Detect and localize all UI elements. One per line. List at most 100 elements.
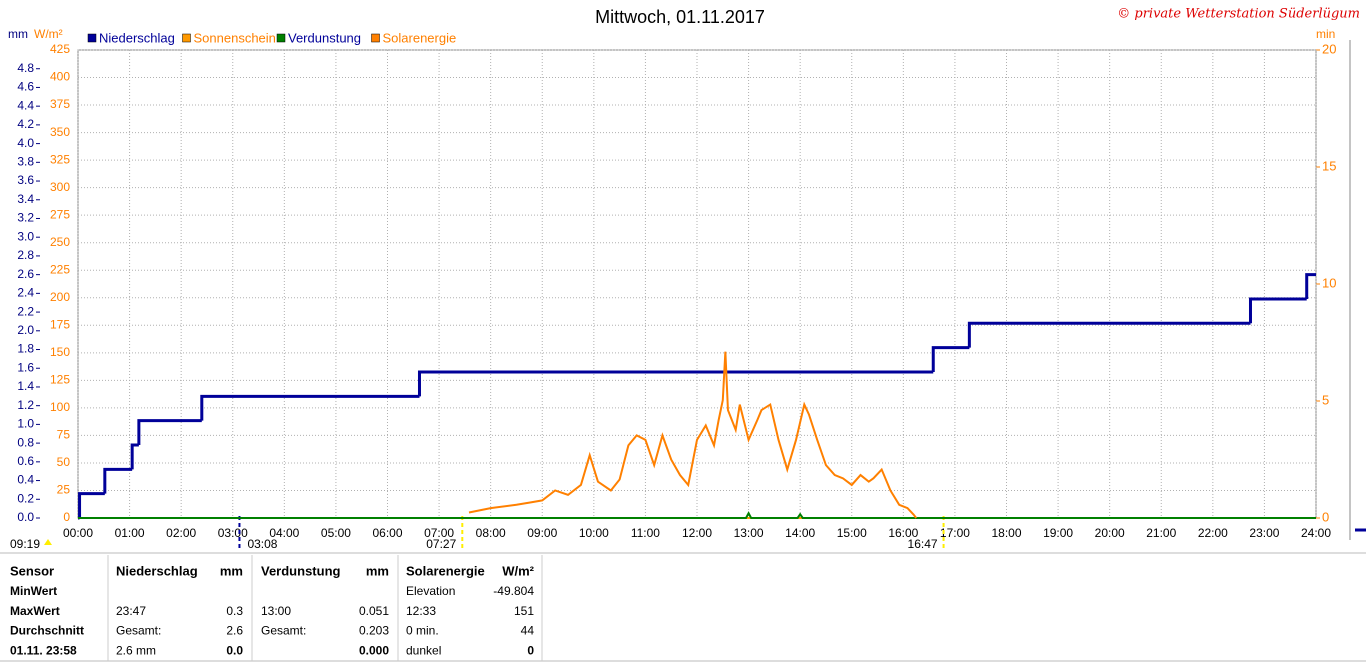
y3-axis-label: min [1316, 27, 1335, 41]
step-segment [137, 419, 202, 445]
x-tick-label: 03:00 [218, 526, 248, 540]
table-cell: MaxWert [10, 604, 60, 618]
legend-swatch [182, 33, 191, 43]
legend-label: Niederschlag [99, 30, 175, 45]
x-tick-label: 20:00 [1095, 526, 1125, 540]
y2-tick-label: 50 [57, 455, 71, 469]
x-tick-label: 16:00 [888, 526, 918, 540]
y3-tick-label: 0 [1322, 509, 1329, 524]
x-tick-label: 19:00 [1043, 526, 1073, 540]
y-tick-label: 4.6 [17, 80, 34, 94]
y-tick-label: 4.0 [17, 136, 34, 150]
marker-label: 16:47 [908, 537, 938, 551]
step-segment [103, 467, 133, 494]
y-tick-label: 4.2 [17, 117, 34, 131]
x-tick-label: 08:00 [476, 526, 506, 540]
x-tick-label: 11:00 [631, 526, 660, 540]
y2-tick-label: 250 [50, 235, 70, 249]
table-cell: 151 [514, 604, 534, 618]
table-cell: Elevation [406, 584, 455, 598]
table-cell: 0.051 [359, 604, 389, 618]
y-axis-label: mm [8, 27, 28, 41]
table-cell: Gesamt: [261, 624, 306, 638]
x-tick-label: 06:00 [372, 526, 402, 540]
y-tick-label: 1.0 [17, 417, 34, 431]
legend-swatch [371, 33, 380, 43]
y2-tick-label: 300 [50, 180, 70, 194]
y-tick-label: 0.4 [17, 473, 34, 487]
x-tick-label: 15:00 [837, 526, 867, 540]
y3-tick-label: 20 [1322, 41, 1336, 56]
x-tick-label: 24:00 [1301, 526, 1331, 540]
table-cell: 0 [527, 643, 534, 657]
table-header: Sensor [10, 563, 54, 578]
y-tick-label: 1.4 [17, 379, 34, 393]
y-tick-label: 4.8 [17, 61, 34, 75]
y-tick-label: 4.4 [17, 98, 34, 112]
step-segment [78, 492, 105, 518]
table-header: Verdunstung [261, 563, 341, 578]
marker-label: 03:08 [247, 537, 277, 551]
legend-label: Sonnenschein [194, 30, 276, 45]
x-tick-label: 00:00 [63, 526, 93, 540]
y2-tick-label: 375 [50, 97, 70, 111]
left-marker-icon [44, 539, 52, 545]
y2-tick-label: 350 [50, 125, 70, 139]
y3-tick-label: 5 [1322, 392, 1329, 407]
table-cell: 13:00 [261, 604, 291, 618]
x-tick-label: 13:00 [734, 526, 764, 540]
table-cell: 23:47 [116, 604, 146, 618]
y2-tick-label: 200 [50, 290, 70, 304]
marker-label: 07:27 [426, 537, 456, 551]
x-tick-label: 12:00 [682, 526, 712, 540]
y2-tick-label: 175 [50, 317, 70, 331]
chart-title: Mittwoch, 01.11.2017 [595, 7, 765, 27]
table-header: mm [366, 563, 389, 578]
table-cell: MinWert [10, 584, 57, 598]
y-tick-label: 3.4 [17, 192, 34, 206]
step-segment [967, 321, 1251, 348]
y-tick-label: 2.8 [17, 248, 34, 262]
x-tick-label: 21:00 [1146, 526, 1176, 540]
table-cell: 0.203 [359, 624, 389, 638]
step-segment [200, 394, 420, 421]
y-tick-label: 3.2 [17, 211, 34, 225]
y-tick-label: 1.8 [17, 342, 34, 356]
x-tick-label: 10:00 [579, 526, 609, 540]
y2-tick-label: 0 [63, 510, 70, 524]
x-tick-label: 04:00 [269, 526, 299, 540]
x-tick-label: 22:00 [1198, 526, 1228, 540]
x-tick-label: 02:00 [166, 526, 196, 540]
y2-tick-label: 425 [50, 42, 70, 56]
step-segment [931, 346, 970, 372]
y-tick-label: 2.4 [17, 286, 34, 300]
table-cell: 0.000 [359, 643, 389, 657]
copyright: © private Wetterstation Süderlügum [1117, 7, 1360, 22]
series-line [78, 511, 1316, 519]
y-tick-label: 2.6 [17, 267, 34, 281]
x-tick-label: 18:00 [991, 526, 1021, 540]
y3-tick-label: 15 [1322, 158, 1336, 173]
y2-tick-label: 125 [50, 373, 70, 387]
x-tick-label: 14:00 [785, 526, 815, 540]
legend-swatch [276, 33, 286, 43]
y2-tick-label: 325 [50, 152, 70, 166]
legend-swatch [87, 33, 97, 43]
y-tick-label: 1.6 [17, 360, 34, 374]
table-cell: 0.3 [226, 604, 243, 618]
y2-tick-label: 225 [50, 262, 70, 276]
x-tick-label: 07:00 [424, 526, 454, 540]
table-cell: 01.11. 23:58 [10, 643, 77, 657]
y2-axis-label: W/m² [34, 27, 63, 41]
y2-tick-label: 75 [57, 428, 71, 442]
table-cell: Durchschnitt [10, 624, 84, 638]
table-cell: Gesamt: [116, 624, 161, 638]
y-tick-label: 2.0 [17, 323, 34, 337]
y-tick-label: 3.0 [17, 229, 34, 243]
y-tick-label: 0.2 [17, 491, 34, 505]
y-tick-label: 0.0 [17, 510, 34, 524]
y2-tick-label: 25 [57, 483, 71, 497]
x-tick-label: 17:00 [940, 526, 970, 540]
x-tick-label: 01:00 [115, 526, 145, 540]
